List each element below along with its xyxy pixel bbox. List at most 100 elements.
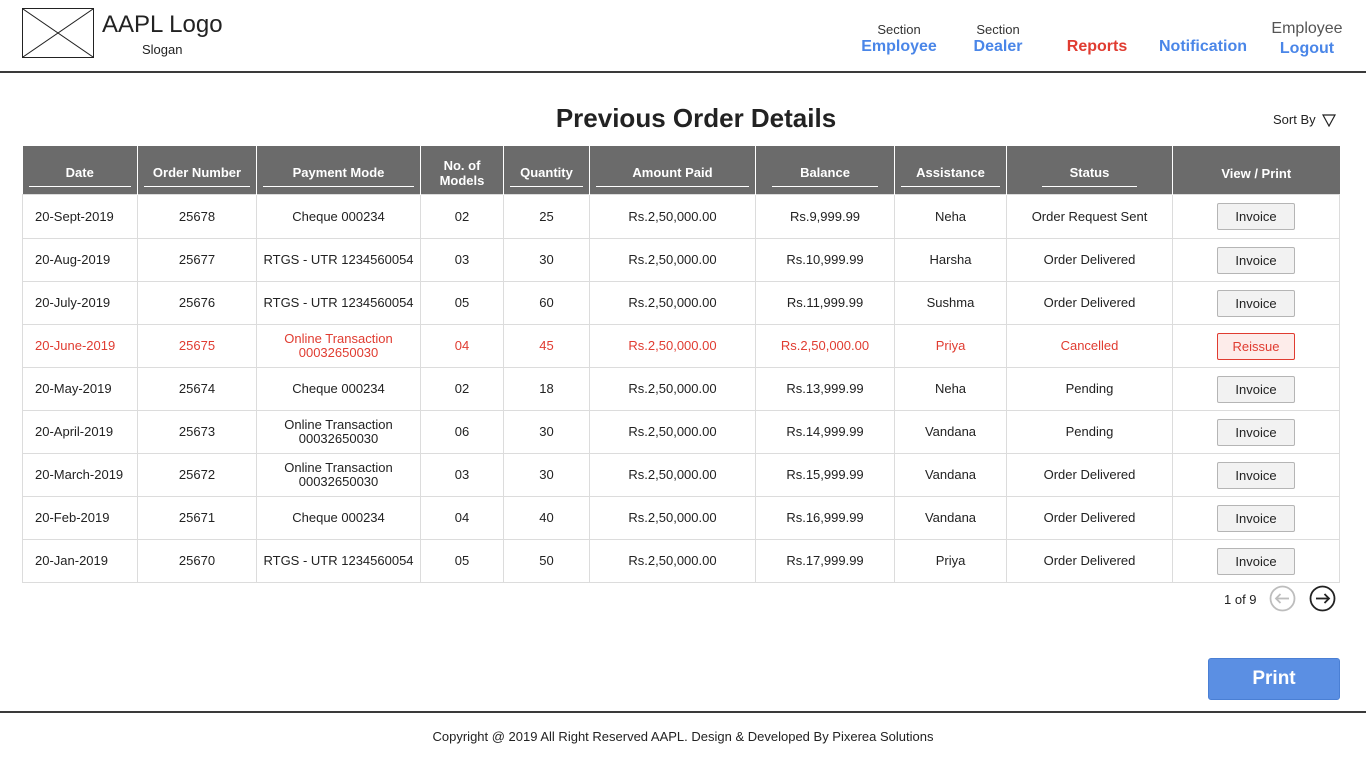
arrow-left-circle-icon[interactable] <box>1269 585 1296 612</box>
view-print-cell: Invoice <box>1172 238 1340 282</box>
column-header[interactable]: Amount Paid <box>589 146 756 195</box>
balance-cell: Rs.9,999.99 <box>755 194 895 239</box>
assistance-cell: Vandana <box>894 453 1007 497</box>
status-cell: Cancelled <box>1006 324 1173 368</box>
payment-mode-line: Online Transaction <box>284 417 393 432</box>
assistance-cell: Priya <box>894 324 1007 368</box>
payment-mode-line: Online Transaction <box>284 460 393 475</box>
column-header[interactable]: Date <box>22 146 138 195</box>
status-cell: Order Request Sent <box>1006 194 1173 239</box>
models-count-cell: 04 <box>420 496 504 540</box>
order-number-cell: 25671 <box>137 496 257 540</box>
assistance-cell: Neha <box>894 194 1007 239</box>
order-date-cell: 20-May-2019 <box>22 367 138 411</box>
order-date-cell: 20-Sept-2019 <box>22 194 138 239</box>
nav-employee-section-label: Section <box>877 22 921 37</box>
column-header[interactable]: Assistance <box>894 146 1007 195</box>
models-count-cell: 04 <box>420 324 504 368</box>
print-button[interactable]: Print <box>1208 658 1340 700</box>
table-header-row: Date Order Number Payment Mode No. of Mo… <box>22 146 1340 195</box>
order-number-cell: 25675 <box>137 324 257 368</box>
nav-reports-label[interactable]: Reports <box>1066 38 1128 55</box>
nav-employee-label[interactable]: Employee <box>861 38 937 55</box>
view-print-cell: Invoice <box>1172 496 1340 540</box>
payment-mode-cell: RTGS - UTR 1234560054 <box>256 238 421 282</box>
balance-cell: Rs.2,50,000.00 <box>755 324 895 368</box>
nav-reports[interactable]: Reports <box>1062 22 1132 56</box>
column-header[interactable]: Payment Mode <box>256 146 421 195</box>
view-print-cell: Invoice <box>1172 410 1340 454</box>
models-count-cell: 05 <box>420 281 504 325</box>
payment-mode-cell: Online Transaction 00032650030 <box>256 324 421 368</box>
user-menu[interactable]: Employee Logout <box>1264 20 1350 58</box>
column-header[interactable]: Order Number <box>137 146 257 195</box>
status-cell: Order Delivered <box>1006 238 1173 282</box>
copyright-text: Copyright @ 2019 All Right Reserved AAPL… <box>432 729 934 744</box>
sort-by-dropdown[interactable]: Sort By <box>1273 112 1337 128</box>
invoice-button[interactable]: Invoice <box>1217 547 1295 575</box>
payment-reference-line: 00032650030 <box>298 345 379 360</box>
column-header[interactable]: No. of Models <box>420 146 504 195</box>
pagination-text: 1 of 9 <box>1224 592 1257 607</box>
header: AAPL Logo Slogan Section Employee Sectio… <box>0 0 1366 73</box>
invoice-button[interactable]: Invoice <box>1217 375 1295 403</box>
order-number-cell: 25674 <box>137 367 257 411</box>
models-count-cell: 03 <box>420 453 504 497</box>
nav-employee[interactable]: Section Employee <box>858 22 940 56</box>
nav-notification-label[interactable]: Notification <box>1159 38 1247 55</box>
quantity-cell: 30 <box>503 453 590 497</box>
nav-notification[interactable]: Notification <box>1155 22 1251 56</box>
balance-cell: Rs.13,999.99 <box>755 367 895 411</box>
order-number-cell: 25677 <box>137 238 257 282</box>
assistance-cell: Harsha <box>894 238 1007 282</box>
invoice-button[interactable]: Invoice <box>1217 246 1295 274</box>
amount-paid-cell: Rs.2,50,000.00 <box>589 367 756 411</box>
assistance-cell: Neha <box>894 367 1007 411</box>
table-row: 20-June-2019 25675 Online Transaction 00032… <box>22 324 1340 368</box>
status-cell: Order Delivered <box>1006 539 1173 583</box>
order-number-cell: 25676 <box>137 281 257 325</box>
assistance-cell: Sushma <box>894 281 1007 325</box>
balance-cell: Rs.10,999.99 <box>755 238 895 282</box>
status-cell: Order Delivered <box>1006 496 1173 540</box>
invoice-button[interactable]: Invoice <box>1217 504 1295 532</box>
reissue-button[interactable]: Reissue <box>1217 332 1295 360</box>
invoice-button[interactable]: Invoice <box>1217 418 1295 446</box>
order-date-cell: 20-Aug-2019 <box>22 238 138 282</box>
order-number-cell: 25678 <box>137 194 257 239</box>
order-date-cell: 20-Feb-2019 <box>22 496 138 540</box>
order-number-cell: 25670 <box>137 539 257 583</box>
payment-mode-line: Online Transaction <box>284 331 393 346</box>
balance-cell: Rs.14,999.99 <box>755 410 895 454</box>
column-header[interactable]: Quantity <box>503 146 590 195</box>
view-print-cell: Invoice <box>1172 367 1340 411</box>
status-cell: Order Delivered <box>1006 281 1173 325</box>
invoice-button[interactable]: Invoice <box>1217 289 1295 317</box>
arrow-right-circle-icon[interactable] <box>1309 585 1336 612</box>
quantity-cell: 30 <box>503 238 590 282</box>
amount-paid-cell: Rs.2,50,000.00 <box>589 238 756 282</box>
status-cell: Pending <box>1006 367 1173 411</box>
models-count-cell: 05 <box>420 539 504 583</box>
payment-mode-cell: Online Transaction 00032650030 <box>256 410 421 454</box>
nav-dealer-section-label: Section <box>976 22 1020 37</box>
nav-dealer[interactable]: Section Dealer <box>965 22 1031 56</box>
invoice-button[interactable]: Invoice <box>1217 461 1295 489</box>
column-header[interactable]: Balance <box>755 146 895 195</box>
nav-dealer-label[interactable]: Dealer <box>973 38 1023 55</box>
page-title: Previous Order Details <box>555 103 837 133</box>
triangle-down-icon <box>1322 114 1337 128</box>
amount-paid-cell: Rs.2,50,000.00 <box>589 324 756 368</box>
quantity-cell: 40 <box>503 496 590 540</box>
status-cell: Pending <box>1006 410 1173 454</box>
column-header[interactable]: View / Print <box>1172 146 1340 195</box>
column-header[interactable]: Status <box>1006 146 1173 195</box>
sort-by-label: Sort By <box>1273 112 1316 127</box>
quantity-cell: 18 <box>503 367 590 411</box>
order-date-cell: 20-Jan-2019 <box>22 539 138 583</box>
view-print-cell: Invoice <box>1172 281 1340 325</box>
amount-paid-cell: Rs.2,50,000.00 <box>589 539 756 583</box>
invoice-button[interactable]: Invoice <box>1217 203 1295 230</box>
logout-link[interactable]: Logout <box>1279 40 1335 57</box>
view-print-cell: Invoice <box>1172 453 1340 497</box>
